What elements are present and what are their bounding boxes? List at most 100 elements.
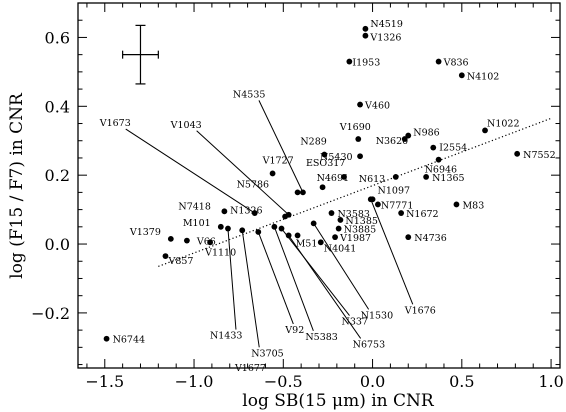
point-label: M101 (183, 218, 211, 229)
data-point (269, 170, 276, 177)
point-label: V92 (284, 325, 304, 336)
point-label: N3583 (337, 209, 370, 220)
x-tick-label: 0.5 (449, 372, 474, 391)
data-point (162, 253, 169, 259)
data-point (355, 136, 362, 142)
data-point (294, 232, 301, 239)
point-label: N5430 (320, 152, 353, 163)
point-label: N1530 (361, 310, 394, 321)
data-point (300, 189, 306, 196)
point-label: N7552 (523, 150, 556, 161)
x-tick-label: 1.0 (538, 372, 563, 391)
data-point (430, 144, 437, 151)
data-point (310, 220, 317, 227)
point-label: V836 (443, 58, 469, 69)
point-label: M51 (296, 238, 318, 249)
point-label: N1385 (345, 216, 378, 227)
data-point (221, 208, 228, 215)
point-label: N3885 (344, 225, 377, 236)
fit-line (158, 117, 552, 267)
point-label: N986 (413, 128, 439, 139)
data-point (183, 237, 190, 244)
data-point (357, 101, 363, 108)
leader-line (288, 235, 362, 339)
point-label: N613 (359, 174, 385, 185)
data-point (278, 225, 285, 232)
y-tick-label: 0.2 (45, 166, 70, 185)
point-label: V1110 (204, 247, 236, 258)
point-label: N7418 (178, 201, 211, 212)
data-point (435, 58, 442, 65)
y-tick-label: 0.6 (45, 28, 70, 47)
data-point (367, 196, 374, 203)
point-label: N1433 (210, 331, 243, 342)
data-point (357, 153, 363, 160)
data-point (251, 210, 258, 216)
point-label: V1677 (234, 363, 266, 374)
point-label: V1727 (262, 155, 294, 166)
data-point (392, 173, 399, 180)
point-label: I1953 (352, 58, 380, 69)
data-point (271, 223, 278, 230)
data-point (167, 235, 174, 242)
leader-line (241, 230, 260, 348)
point-label: V857 (167, 256, 193, 267)
point-label: N4691 (317, 173, 350, 184)
point-label: V1673 (99, 118, 131, 129)
data-point (207, 239, 214, 246)
data-point (401, 136, 408, 142)
data-points (103, 25, 521, 342)
data-point (255, 229, 262, 235)
y-axis-title: log (F15 / F7) in CNR (7, 92, 27, 279)
plot-border (77, 2, 561, 369)
x-tick-label: −1.0 (175, 372, 214, 391)
fit-line-group (158, 117, 552, 267)
point-label: V1690 (339, 122, 371, 133)
point-label: N1365 (432, 173, 465, 184)
leader-line (370, 199, 414, 305)
data-point (103, 335, 110, 342)
point-label: N1326 (230, 205, 263, 216)
axis-ticks: −1.5 −1.0 −0.5 0.0 0.5 1.0 −0.2 0.0 0.2 0.4 0.6 (31, 3, 564, 391)
data-point (317, 239, 324, 246)
data-point (514, 150, 521, 157)
data-point (346, 58, 353, 65)
point-label: V1379 (129, 227, 161, 238)
point-label: N6744 (113, 335, 145, 346)
point-label: V66 (196, 237, 216, 248)
data-point (332, 234, 338, 241)
data-point (405, 132, 412, 139)
point-label: N4102 (467, 71, 500, 82)
point-label: I2554 (439, 143, 467, 154)
point-label: N3620 (376, 136, 409, 147)
point-label: N4535 (233, 89, 266, 100)
data-point (321, 151, 328, 158)
point-label: ESO317 (306, 158, 345, 169)
x-tick-label: −1.5 (85, 372, 124, 391)
data-point (435, 156, 442, 163)
point-label: N3705 (251, 348, 284, 359)
leader-lines (125, 100, 414, 348)
point-labels: N4519 V1326 I1953 V836 N4102 V460 N1022 V1690 N9… (99, 19, 556, 374)
leader-line (125, 128, 256, 214)
data-point (294, 189, 301, 196)
leader-line (227, 228, 237, 330)
data-point (423, 173, 430, 180)
data-point (319, 184, 326, 191)
leader-line (273, 226, 314, 331)
x-tick-label: −0.5 (264, 372, 303, 391)
plot-frame (77, 2, 561, 369)
leader-line (258, 100, 304, 193)
data-point (217, 223, 224, 230)
data-point (405, 234, 412, 241)
point-label: N1672 (406, 209, 439, 220)
data-point (285, 232, 292, 239)
data-point (335, 225, 342, 232)
data-point (398, 210, 405, 216)
y-tick-label: 0.4 (45, 97, 70, 116)
data-point (362, 32, 369, 39)
point-label: V1043 (170, 120, 202, 131)
point-label: N6753 (353, 339, 386, 350)
x-axis-title: log SB(15 μm) in CNR (242, 391, 435, 411)
y-tick-label: 0.0 (45, 235, 70, 254)
